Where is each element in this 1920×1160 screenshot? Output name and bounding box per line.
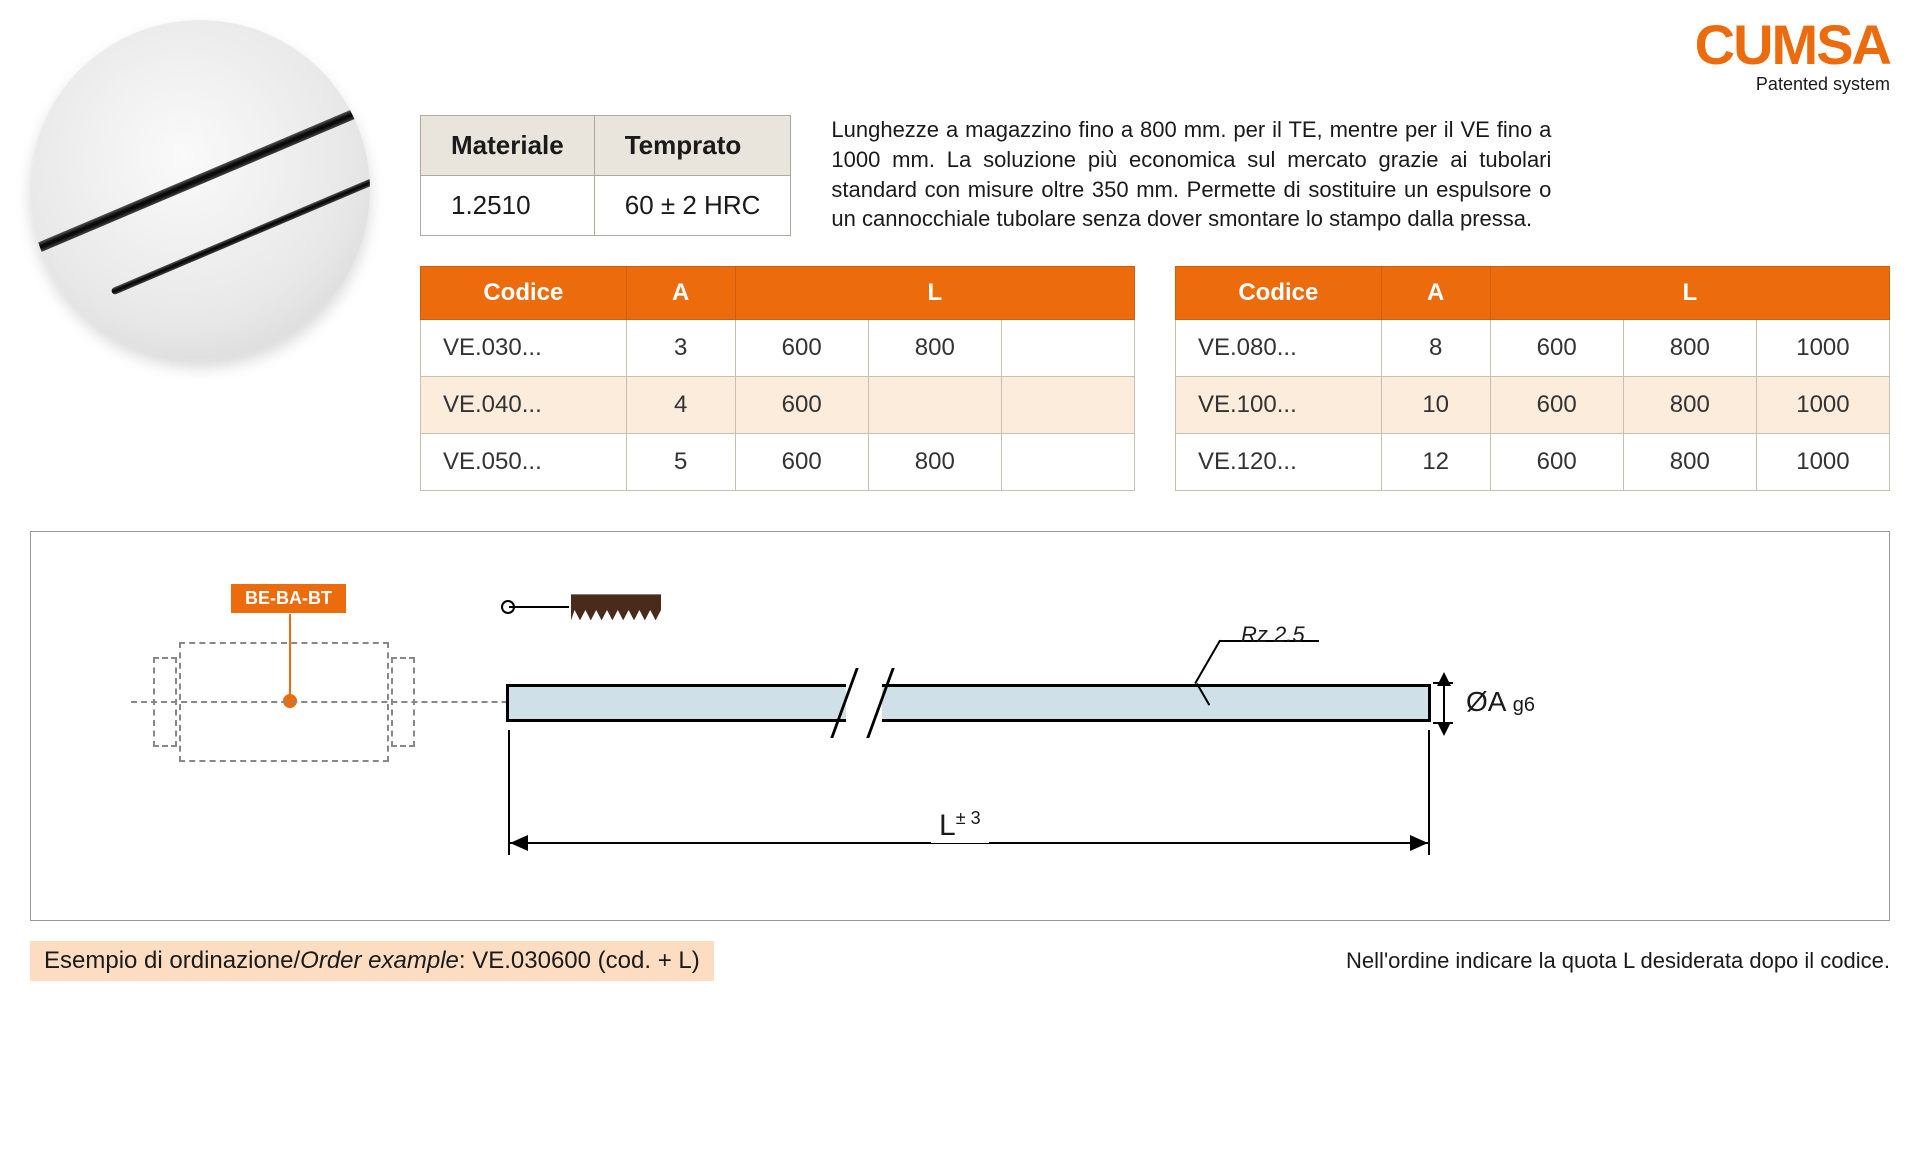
dimensions-table-left: Codice A L VE.030...3600800VE.040...4600…: [420, 266, 1135, 491]
col-l: L: [1490, 267, 1889, 320]
l-cell: 800: [1623, 320, 1756, 377]
diameter-label: ØA g6: [1466, 686, 1535, 718]
code-cell: VE.080...: [1176, 320, 1382, 377]
footer-note: Nell'ordine indicare la quota L desidera…: [1346, 948, 1890, 974]
l-cell: 1000: [1756, 377, 1889, 434]
material-header-1: Temprato: [594, 116, 791, 176]
l-cell: 600: [735, 434, 868, 491]
col-a: A: [1381, 267, 1490, 320]
col-a: A: [626, 267, 735, 320]
material-table: Materiale Temprato 1.2510 60 ± 2 HRC: [420, 115, 791, 236]
l-cell: [1001, 377, 1134, 434]
material-value-0: 1.2510: [421, 176, 595, 236]
col-code: Codice: [421, 267, 627, 320]
table-row: VE.040...4600: [421, 377, 1135, 434]
code-cell: VE.100...: [1176, 377, 1382, 434]
l-cell: 800: [1623, 434, 1756, 491]
code-cell: VE.040...: [421, 377, 627, 434]
a-cell: 10: [1381, 377, 1490, 434]
l-cell: 600: [735, 377, 868, 434]
table-row: VE.120...126008001000: [1176, 434, 1890, 491]
col-code: Codice: [1176, 267, 1382, 320]
length-label: L± 3: [931, 808, 989, 843]
a-cell: 8: [1381, 320, 1490, 377]
technical-diagram: BE-BA-BT Rz 2.5 ØA g6 L± 3: [30, 531, 1890, 921]
l-cell: 1000: [1756, 434, 1889, 491]
table-row: VE.100...106008001000: [1176, 377, 1890, 434]
code-cell: VE.030...: [421, 320, 627, 377]
order-example: Esempio di ordinazione/Order example: VE…: [30, 941, 714, 981]
knurl-icon: [571, 594, 661, 620]
code-cell: VE.120...: [1176, 434, 1382, 491]
l-cell: 600: [735, 320, 868, 377]
col-l: L: [735, 267, 1134, 320]
a-cell: 5: [626, 434, 735, 491]
dimensions-table-right: Codice A L VE.080...86008001000VE.100...…: [1175, 266, 1890, 491]
l-cell: [868, 377, 1001, 434]
surface-finish-label: Rz 2.5: [1241, 622, 1305, 648]
l-cell: 600: [1490, 377, 1623, 434]
material-header-0: Materiale: [421, 116, 595, 176]
product-image: [30, 20, 390, 380]
a-cell: 3: [626, 320, 735, 377]
a-cell: 12: [1381, 434, 1490, 491]
material-value-1: 60 ± 2 HRC: [594, 176, 791, 236]
l-cell: [1001, 320, 1134, 377]
brand-tagline: Patented system: [1695, 74, 1890, 95]
l-cell: 800: [868, 320, 1001, 377]
table-row: VE.050...5600800: [421, 434, 1135, 491]
table-row: VE.030...3600800: [421, 320, 1135, 377]
l-cell: 600: [1490, 320, 1623, 377]
l-cell: 800: [1623, 377, 1756, 434]
l-cell: 800: [868, 434, 1001, 491]
code-cell: VE.050...: [421, 434, 627, 491]
l-cell: [1001, 434, 1134, 491]
description-text: Lunghezze a magazzino fino a 800 mm. per…: [831, 115, 1551, 234]
a-cell: 4: [626, 377, 735, 434]
l-cell: 1000: [1756, 320, 1889, 377]
brand-logo: CUMSA: [1695, 20, 1890, 70]
surface-finish-icon: [1196, 644, 1236, 684]
l-cell: 600: [1490, 434, 1623, 491]
reference-label: BE-BA-BT: [231, 584, 346, 613]
rod-profile: [506, 684, 1431, 722]
table-row: VE.080...86008001000: [1176, 320, 1890, 377]
